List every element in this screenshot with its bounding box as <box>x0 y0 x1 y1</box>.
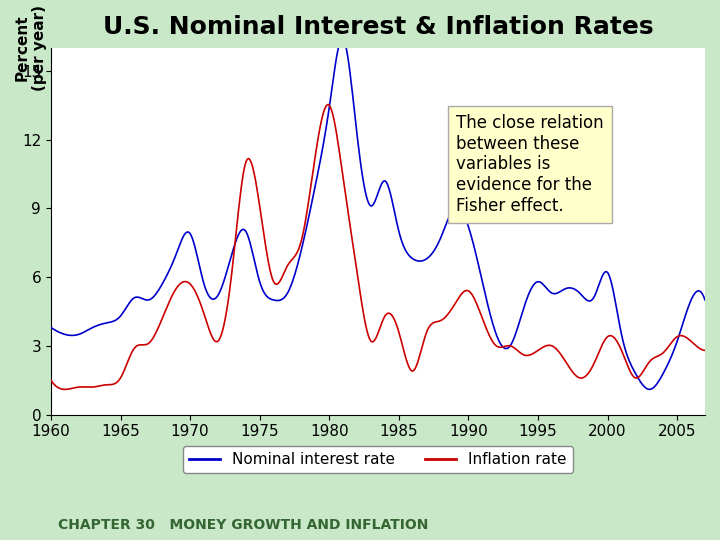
Title: U.S. Nominal Interest & Inflation Rates: U.S. Nominal Interest & Inflation Rates <box>103 15 653 39</box>
Legend: Nominal interest rate, Inflation rate: Nominal interest rate, Inflation rate <box>183 446 573 473</box>
Y-axis label: Percent
(per year): Percent (per year) <box>15 5 48 91</box>
Text: CHAPTER 30   MONEY GROWTH AND INFLATION: CHAPTER 30 MONEY GROWTH AND INFLATION <box>58 518 428 532</box>
Text: The close relation
between these
variables is
evidence for the
Fisher effect.: The close relation between these variabl… <box>456 114 604 215</box>
